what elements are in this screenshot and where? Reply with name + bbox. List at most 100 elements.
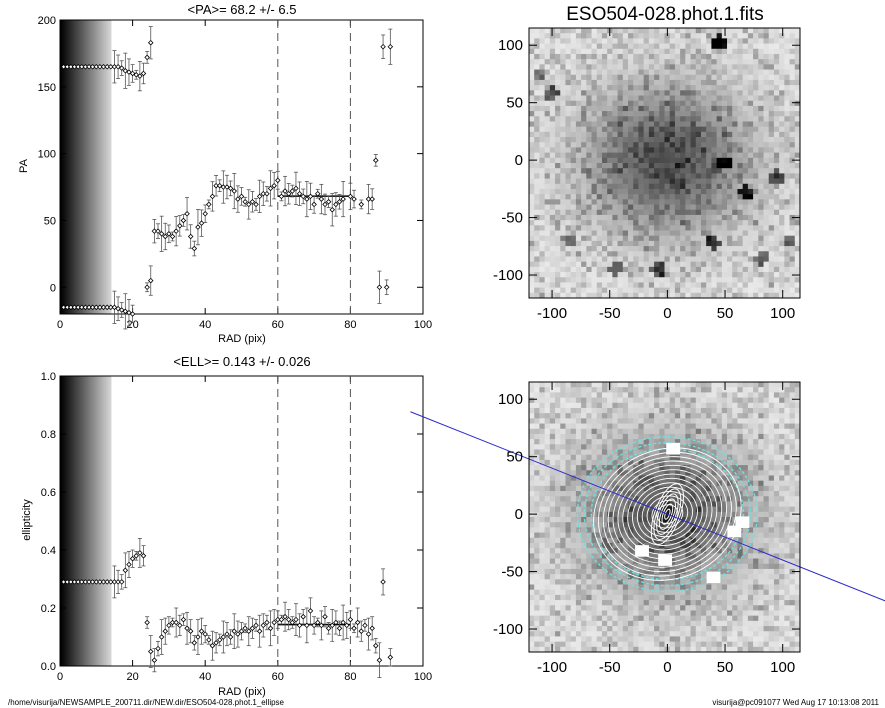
image-pixel xyxy=(581,610,587,617)
image-pixel xyxy=(768,53,775,60)
image-pixel xyxy=(633,491,639,497)
image-pixel xyxy=(534,439,540,445)
image-pixel xyxy=(544,579,551,585)
image-pixel xyxy=(601,475,608,482)
image-pixel xyxy=(732,199,738,205)
image-pixel xyxy=(581,594,587,601)
image-pixel xyxy=(643,251,650,257)
image-pixel xyxy=(560,43,566,50)
image-pixel xyxy=(586,402,592,409)
image-pixel xyxy=(680,59,686,65)
image-pixel xyxy=(680,69,686,76)
image-pixel xyxy=(654,428,660,435)
image-pixel xyxy=(690,74,697,81)
image-pixel xyxy=(549,584,556,591)
image-pixel xyxy=(638,475,645,482)
image-pixel xyxy=(628,116,634,122)
image-pixel xyxy=(617,600,624,606)
image-pixel xyxy=(648,615,655,622)
y-tick-label: 100 xyxy=(498,37,523,54)
image-pixel xyxy=(674,199,681,205)
image-pixel xyxy=(555,397,561,404)
image-pixel xyxy=(628,465,634,471)
image-pixel xyxy=(674,292,681,299)
image-pixel xyxy=(742,74,749,81)
image-pixel xyxy=(596,287,603,294)
image-pixel xyxy=(534,382,540,388)
image-pixel xyxy=(622,277,629,283)
image-pixel xyxy=(773,111,780,117)
image-pixel xyxy=(596,392,603,398)
image-pixel xyxy=(773,168,780,174)
image-pixel xyxy=(539,137,546,143)
image-pixel xyxy=(539,282,546,289)
image-pixel xyxy=(601,178,608,185)
image-pixel xyxy=(534,522,540,528)
image-pixel xyxy=(539,407,546,414)
image-pixel xyxy=(575,79,582,86)
image-pixel xyxy=(706,220,712,226)
image-pixel xyxy=(612,646,618,653)
image-pixel xyxy=(659,147,665,154)
image-pixel xyxy=(601,116,608,122)
image-pixel xyxy=(732,152,738,159)
image-pixel xyxy=(565,459,572,466)
image-pixel xyxy=(648,610,655,617)
image-pixel xyxy=(555,511,561,518)
image-pixel xyxy=(758,272,764,278)
image-pixel xyxy=(534,163,540,169)
image-pixel xyxy=(773,282,780,289)
image-pixel xyxy=(773,64,780,70)
image-pixel xyxy=(596,517,603,523)
image-pixel xyxy=(565,188,572,195)
image-pixel xyxy=(768,95,775,102)
image-pixel xyxy=(747,142,754,148)
image-pixel xyxy=(633,95,639,102)
image-pixel xyxy=(539,589,546,596)
image-pixel xyxy=(648,433,655,440)
image-pixel xyxy=(700,292,707,299)
image-pixel xyxy=(732,137,738,143)
image-pixel xyxy=(794,64,801,70)
image-pixel xyxy=(633,615,639,622)
image-pixel xyxy=(732,225,738,231)
image-pixel xyxy=(581,225,587,231)
image-pixel xyxy=(544,439,551,445)
data-point xyxy=(264,190,270,197)
image-pixel xyxy=(555,209,561,216)
image-pixel xyxy=(763,131,770,138)
image-pixel xyxy=(753,105,759,112)
image-pixel xyxy=(529,256,535,263)
image-pixel xyxy=(539,235,546,242)
image-pixel xyxy=(638,152,645,159)
image-pixel xyxy=(596,511,603,518)
image-pixel xyxy=(685,59,691,65)
image-pixel xyxy=(622,589,629,596)
image-pixel xyxy=(565,256,572,263)
image-pixel xyxy=(622,64,629,70)
image-pixel xyxy=(711,261,718,268)
image-pixel xyxy=(565,542,572,549)
image-pixel xyxy=(680,240,686,247)
image-pixel xyxy=(669,95,676,102)
image-pixel xyxy=(549,610,556,617)
image-pixel xyxy=(607,209,613,216)
image-pixel xyxy=(565,620,572,627)
image-pixel xyxy=(664,631,671,637)
image-pixel xyxy=(716,220,723,226)
image-pixel xyxy=(601,631,608,637)
image-pixel xyxy=(654,392,660,398)
image-pixel xyxy=(581,74,587,81)
image-pixel xyxy=(622,69,629,76)
image-pixel xyxy=(727,100,733,107)
image-pixel xyxy=(779,194,785,200)
image-pixel xyxy=(612,272,618,278)
image-pixel xyxy=(711,131,718,138)
image-pixel xyxy=(601,444,608,450)
image-pixel xyxy=(575,282,582,289)
image-pixel xyxy=(773,116,780,122)
image-pixel xyxy=(560,48,566,55)
image-pixel xyxy=(711,183,718,190)
image-pixel xyxy=(773,79,780,86)
image-pixel xyxy=(700,38,707,44)
